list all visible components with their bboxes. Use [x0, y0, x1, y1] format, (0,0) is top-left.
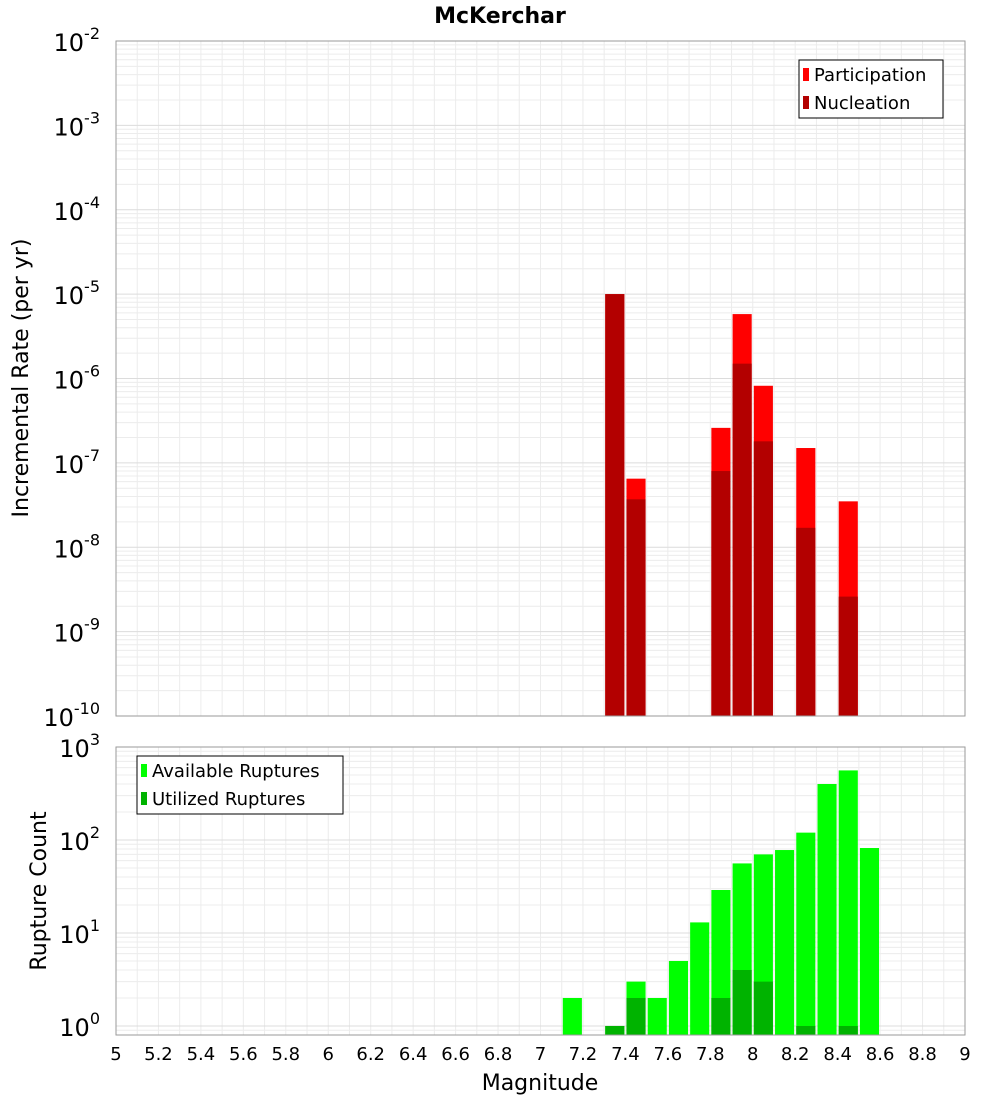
x-tick-label: 5.2	[144, 1044, 173, 1065]
x-tick-label: 8.2	[781, 1044, 810, 1065]
bar-nucleation	[626, 499, 646, 716]
legend-box	[798, 59, 944, 119]
y-tick-label: 10-6	[54, 362, 101, 395]
legend-box	[136, 755, 344, 815]
top-legend: Participation Nucleation	[798, 59, 944, 119]
bar-nucleation	[605, 294, 625, 716]
x-tick-labels: 5 5.2 5.4 5.6 5.8 6 6.2 6.4 6.6 6.8 7 7.2 7.4 7.6 7.8 8…	[110, 1044, 970, 1065]
bar-available-ruptures	[775, 850, 795, 1035]
y-tick-label: 10-5	[54, 277, 101, 310]
x-tick-label: 5	[110, 1044, 121, 1065]
bar-available-ruptures	[690, 922, 710, 1035]
y-tick-label: 10-3	[54, 108, 101, 141]
x-tick-label: 6.4	[399, 1044, 428, 1065]
x-tick-label: 7.8	[696, 1044, 725, 1065]
x-tick-label: 7.6	[654, 1044, 683, 1065]
legend-label: Nucleation	[814, 93, 910, 114]
x-tick-label: 8	[747, 1044, 758, 1065]
x-axis-title: Magnitude	[482, 1071, 599, 1096]
top-bars	[605, 294, 858, 716]
top-y-tick-labels: 10-10 10-9 10-8 10-7 10-6 10-5 10-4 10-3 10-2	[43, 24, 100, 732]
bar-utilized-ruptures	[626, 997, 646, 1035]
bar-utilized-ruptures	[732, 969, 752, 1035]
legend-label: Available Ruptures	[152, 761, 320, 782]
legend-swatch	[141, 792, 147, 805]
x-tick-label: 8.4	[823, 1044, 852, 1065]
bar-utilized-ruptures	[838, 1025, 858, 1035]
bar-nucleation	[711, 471, 731, 716]
top-plot: 10-10 10-9 10-8 10-7 10-6 10-5 10-4 10-3 10-2 In…	[9, 24, 966, 732]
bar-available-ruptures	[647, 997, 667, 1035]
top-plot-frame	[115, 40, 966, 717]
legend-swatch	[803, 68, 809, 81]
x-tick-label: 5.4	[187, 1044, 216, 1065]
bar-nucleation	[838, 596, 858, 716]
x-tick-label: 8.8	[908, 1044, 937, 1065]
legend-label: Utilized Ruptures	[152, 789, 305, 810]
chart-title: McKerchar	[434, 4, 566, 29]
bar-utilized-ruptures	[605, 1025, 625, 1035]
x-tick-label: 9	[959, 1044, 970, 1065]
bar-available-ruptures	[859, 848, 880, 1035]
bar-utilized-ruptures	[796, 1025, 816, 1035]
legend-label: Participation	[814, 65, 926, 86]
bar-utilized-ruptures	[711, 997, 731, 1035]
bottom-y-tick-labels: 100 101 102 103	[59, 730, 100, 1042]
x-tick-label: 6.6	[441, 1044, 470, 1065]
y-tick-label: 103	[59, 730, 100, 763]
x-tick-label: 5.8	[271, 1044, 300, 1065]
y-tick-label: 10-10	[43, 699, 100, 732]
bottom-legend: Available Ruptures Utilized Ruptures	[136, 755, 344, 815]
bar-available-ruptures	[562, 997, 582, 1035]
y-tick-label: 10-2	[54, 24, 101, 57]
x-tick-label: 8.6	[866, 1044, 895, 1065]
x-tick-label: 7	[535, 1044, 546, 1065]
legend-swatch	[141, 764, 147, 777]
bar-utilized-ruptures	[753, 981, 773, 1035]
x-tick-label: 5.6	[229, 1044, 258, 1065]
bar-available-ruptures	[796, 832, 816, 1035]
y-tick-label: 102	[59, 823, 100, 856]
bar-available-ruptures	[838, 770, 858, 1035]
top-gridlines	[116, 41, 965, 716]
bottom-plot: 100 101 102 103 5 5.2 5.4 5.6 5.8 6 6.2 6.4 6.6 6.8 7…	[27, 730, 971, 1096]
y-tick-label: 101	[59, 916, 100, 949]
y-tick-label: 10-7	[54, 446, 101, 479]
bar-nucleation	[753, 441, 773, 716]
x-tick-label: 6	[323, 1044, 334, 1065]
bar-available-ruptures	[817, 784, 837, 1035]
x-tick-label: 6.2	[356, 1044, 385, 1065]
x-tick-label: 7.4	[611, 1044, 640, 1065]
bottom-y-axis-title: Rupture Count	[27, 811, 52, 971]
bar-nucleation	[796, 527, 816, 716]
bottom-bars	[562, 770, 880, 1035]
bottom-plot-frame	[115, 746, 966, 1036]
x-tick-label: 7.2	[569, 1044, 598, 1065]
top-y-axis-title: Incremental Rate (per yr)	[9, 239, 34, 518]
y-tick-label: 100	[59, 1009, 100, 1042]
legend-swatch	[803, 96, 809, 109]
x-tick-label: 6.8	[484, 1044, 513, 1065]
y-tick-label: 10-8	[54, 530, 101, 563]
bar-nucleation	[732, 363, 752, 716]
y-tick-label: 10-9	[54, 615, 101, 648]
bar-available-ruptures	[668, 960, 689, 1035]
y-tick-label: 10-4	[54, 193, 101, 226]
